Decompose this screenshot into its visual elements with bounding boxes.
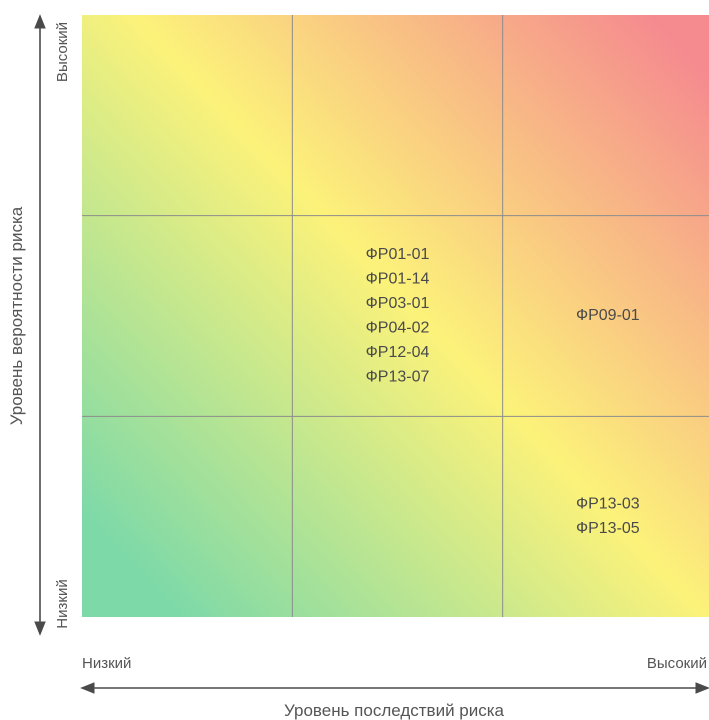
y-axis-high-label: Высокий	[54, 22, 71, 82]
x-axis-label: Уровень последствий риска	[284, 701, 505, 720]
risk-item-label: ФР13-05	[576, 520, 640, 537]
risk-item-label: ФР04-02	[366, 319, 430, 336]
risk-item-label: ФР01-01	[366, 246, 430, 263]
x-axis-high-label: Высокий	[647, 655, 707, 672]
y-axis-label: Уровень вероятности риска	[7, 206, 26, 425]
y-axis-low-label: Низкий	[54, 579, 71, 628]
risk-item-label: ФР13-07	[366, 368, 430, 385]
risk-item-label: ФР12-04	[366, 344, 430, 361]
risk-item-label: ФР13-03	[576, 496, 640, 513]
risk-item-label: ФР03-01	[366, 295, 430, 312]
matrix-cell-r1-c2: ФР09-01	[576, 307, 640, 324]
risk-item-label: ФР01-14	[366, 270, 430, 287]
x-axis-low-label: Низкий	[82, 655, 131, 672]
risk-item-label: ФР09-01	[576, 307, 640, 324]
